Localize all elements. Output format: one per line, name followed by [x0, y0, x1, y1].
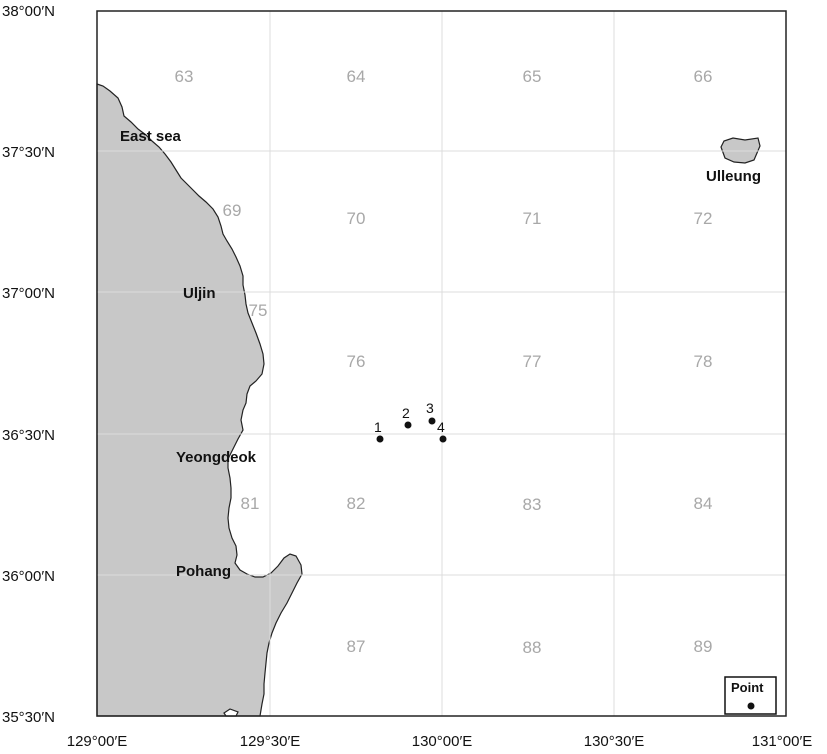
lat-label-37-00: 37°00′N: [2, 285, 55, 302]
legend-label: Point: [731, 680, 764, 695]
map-frame: [96, 10, 787, 717]
label-yeongdeok: Yeongdeok: [176, 449, 257, 466]
label-uljin: Uljin: [183, 285, 216, 302]
grid-number: 88: [523, 638, 542, 657]
grid-number: 78: [694, 352, 713, 371]
lat-label-36-30: 36°30′N: [2, 427, 55, 444]
label-east-sea: East sea: [120, 128, 182, 145]
latitude-axis: 38°00′N 37°30′N 37°00′N 36°30′N 36°00′N …: [2, 3, 55, 726]
grid-number: 70: [347, 209, 366, 228]
lon-label-129-30: 129°30′E: [240, 733, 301, 750]
grid-number: 84: [694, 494, 713, 513]
grid-lines: [97, 11, 786, 716]
grid-number: 89: [694, 637, 713, 656]
grid-number: 75: [249, 301, 268, 320]
grid-number: 72: [694, 209, 713, 228]
lat-label-36-00: 36°00′N: [2, 568, 55, 585]
longitude-axis: 129°00′E 129°30′E 130°00′E 130°30′E 131°…: [67, 733, 813, 750]
grid-number: 83: [523, 495, 542, 514]
grid-number: 66: [694, 67, 713, 86]
lon-label-129-00: 129°00′E: [67, 733, 128, 750]
label-ulleung: Ulleung: [706, 168, 761, 185]
grid-number: 71: [523, 209, 542, 228]
point-label: 3: [426, 400, 434, 416]
point-label: 1: [374, 419, 382, 435]
point-label: 2: [402, 405, 410, 421]
lat-label-37-30: 37°30′N: [2, 144, 55, 161]
grid-number: 69: [223, 201, 242, 220]
point-marker: [404, 421, 412, 429]
lat-label-35-30: 35°30′N: [2, 709, 55, 726]
grid-number: 64: [347, 67, 366, 86]
grid-number: 63: [175, 67, 194, 86]
grid-number: 87: [347, 637, 366, 656]
point-marker: [428, 417, 436, 425]
lon-label-131-00: 131°00′E: [752, 733, 813, 750]
grid-number: 76: [347, 352, 366, 371]
point-label: 4: [437, 419, 445, 435]
lat-label-38-00: 38°00′N: [2, 3, 55, 20]
legend: Point: [724, 676, 777, 715]
korea-mainland: [96, 83, 303, 717]
grid-numbers: 63 64 65 66 69 70 71 72 75 76 77 78 81 8…: [175, 67, 713, 657]
label-pohang: Pohang: [176, 563, 231, 580]
place-labels: East sea Ulleung Uljin Yeongdeok Pohang: [120, 128, 761, 580]
point-marker: [439, 435, 447, 443]
lon-label-130-30: 130°30′E: [584, 733, 645, 750]
sampling-points: 1 2 3 4: [374, 400, 447, 443]
grid-number: 65: [523, 67, 542, 86]
lon-label-130-00: 130°00′E: [412, 733, 473, 750]
grid-number: 81: [241, 494, 260, 513]
point-marker: [376, 435, 384, 443]
grid-number: 82: [347, 494, 366, 513]
legend-point-icon: [747, 702, 755, 710]
grid-number: 77: [523, 352, 542, 371]
